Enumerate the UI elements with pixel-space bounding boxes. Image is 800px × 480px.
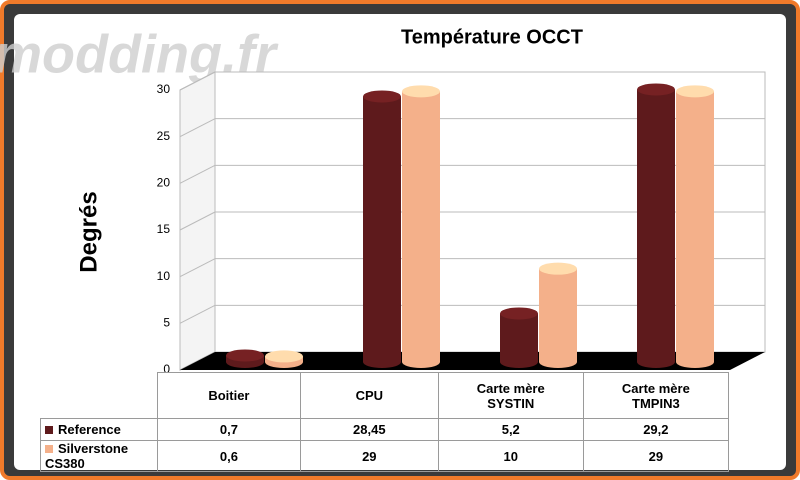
bar — [676, 91, 714, 368]
y-tick-label: 5 — [163, 316, 170, 330]
bar-top — [265, 350, 303, 363]
bar — [363, 96, 401, 368]
grid-line — [179, 304, 216, 324]
y-tick-label: 25 — [157, 129, 171, 143]
value-label: 29,2 — [582, 418, 730, 441]
data-table: Boitier CPU Carte mère SYSTIN Carte mère TM… — [40, 372, 730, 472]
grid-line — [179, 118, 216, 138]
y-tick-label: 30 — [157, 82, 171, 96]
bar-top — [402, 85, 440, 98]
legend-swatch — [45, 445, 53, 453]
grid-line — [179, 164, 216, 184]
legend-entry: Reference — [40, 418, 158, 441]
bar-top — [637, 83, 675, 96]
value-label: 10 — [437, 440, 584, 472]
watermark: modding.fr — [0, 24, 279, 84]
legend-swatch — [45, 426, 53, 434]
grid-line — [179, 211, 216, 231]
y-tick-label: 15 — [157, 222, 171, 236]
bar-top — [676, 85, 714, 98]
grid-line — [179, 258, 216, 278]
table-row: Silverstone CS380 0,6 29 10 29 — [40, 440, 730, 472]
bar — [539, 268, 577, 368]
bar-top — [539, 262, 577, 275]
legend-label: Silverstone CS380 — [45, 441, 129, 471]
legend-label: Reference — [58, 422, 121, 437]
bar-top — [363, 90, 401, 103]
floor — [180, 352, 765, 370]
bar-top — [500, 307, 538, 320]
category-label: CPU — [299, 372, 439, 419]
y-tick-label: 0 — [163, 362, 170, 376]
y-tick-label: 10 — [157, 269, 171, 283]
value-label: 0,6 — [156, 440, 301, 472]
value-label: 0,7 — [156, 418, 301, 441]
table-row: Reference 0,7 28,45 5,2 29,2 — [40, 418, 730, 441]
category-label: Carte mère SYSTIN — [437, 372, 584, 419]
value-label: 5,2 — [437, 418, 584, 441]
value-label: 29 — [582, 440, 730, 472]
y-axis-title: Degrés — [75, 191, 102, 272]
category-label: Carte mère TMPIN3 — [582, 372, 730, 419]
category-label: Boitier — [156, 372, 301, 419]
grid-line — [179, 71, 216, 91]
y-tick-label: 20 — [157, 176, 171, 190]
value-label: 29 — [299, 440, 439, 472]
bar — [637, 89, 675, 368]
bar — [402, 91, 440, 368]
table-row: Boitier CPU Carte mère SYSTIN Carte mère TM… — [41, 372, 730, 419]
bar — [500, 313, 538, 368]
bar-top — [226, 349, 264, 362]
corner — [41, 373, 158, 419]
legend-entry: Silverstone CS380 — [40, 440, 158, 472]
value-label: 28,45 — [299, 418, 439, 441]
chart-title: Température OCCT — [401, 26, 583, 48]
